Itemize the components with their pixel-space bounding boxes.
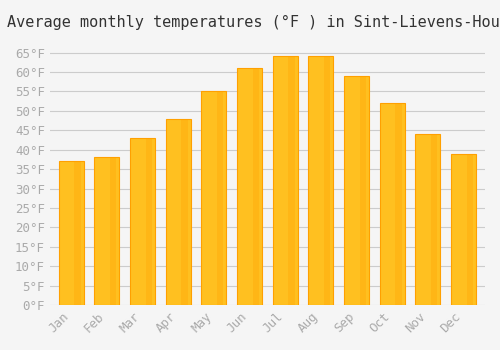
Bar — [273, 56, 297, 305]
Bar — [416, 134, 440, 305]
Bar — [217, 91, 224, 305]
Bar — [396, 103, 402, 305]
Bar — [344, 76, 369, 305]
Bar — [431, 134, 438, 305]
Bar — [182, 119, 188, 305]
Bar — [130, 138, 155, 305]
Title: Average monthly temperatures (°F ) in Sint-Lievens-Houtem: Average monthly temperatures (°F ) in Si… — [8, 15, 500, 30]
Bar — [74, 161, 80, 305]
Bar — [466, 154, 473, 305]
Bar — [59, 161, 84, 305]
Bar — [94, 158, 120, 305]
Bar — [308, 56, 334, 305]
Bar — [166, 119, 190, 305]
Bar — [202, 91, 226, 305]
Bar — [146, 138, 152, 305]
Bar — [324, 56, 330, 305]
Bar — [360, 76, 366, 305]
Bar — [252, 68, 259, 305]
Bar — [237, 68, 262, 305]
Bar — [288, 56, 294, 305]
Bar — [110, 158, 116, 305]
Bar — [451, 154, 476, 305]
Bar — [380, 103, 404, 305]
